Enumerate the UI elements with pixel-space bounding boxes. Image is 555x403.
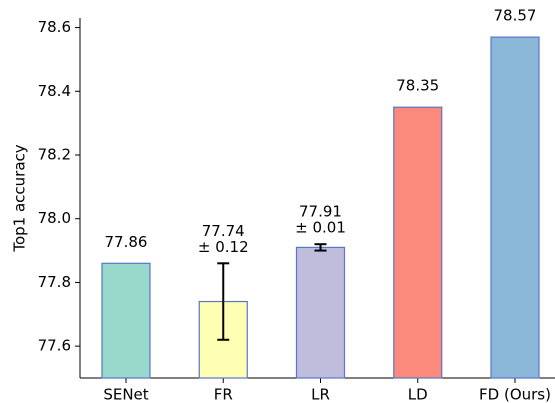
x-tick-label: LD — [408, 386, 428, 403]
y-tick-label: 78.0 — [38, 209, 71, 227]
x-tick-label: FD (Ours) — [479, 386, 551, 403]
x-tick-label: LR — [311, 386, 330, 403]
bar — [490, 36, 540, 379]
error-label: ± 0.12 — [198, 238, 249, 256]
x-tick-label: FR — [214, 386, 233, 403]
y-tick-label: 77.6 — [38, 337, 71, 355]
value-label: 77.74 — [202, 222, 245, 240]
y-tick-label: 78.6 — [38, 18, 71, 36]
y-tick-label: 77.8 — [38, 273, 71, 291]
value-label: 78.57 — [494, 7, 537, 25]
bar — [295, 246, 346, 379]
y-axis-label: Top1 accuracy — [11, 144, 29, 252]
bar — [393, 106, 443, 379]
bar — [101, 262, 151, 379]
value-label: 78.35 — [396, 77, 439, 95]
y-tick-label: 78.4 — [38, 82, 71, 100]
value-label: 77.91 — [299, 203, 342, 221]
error-label: ± 0.01 — [295, 219, 346, 237]
value-label: 77.86 — [105, 233, 148, 251]
y-tick-label: 78.2 — [38, 145, 71, 163]
x-tick-label: SENet — [103, 386, 148, 403]
